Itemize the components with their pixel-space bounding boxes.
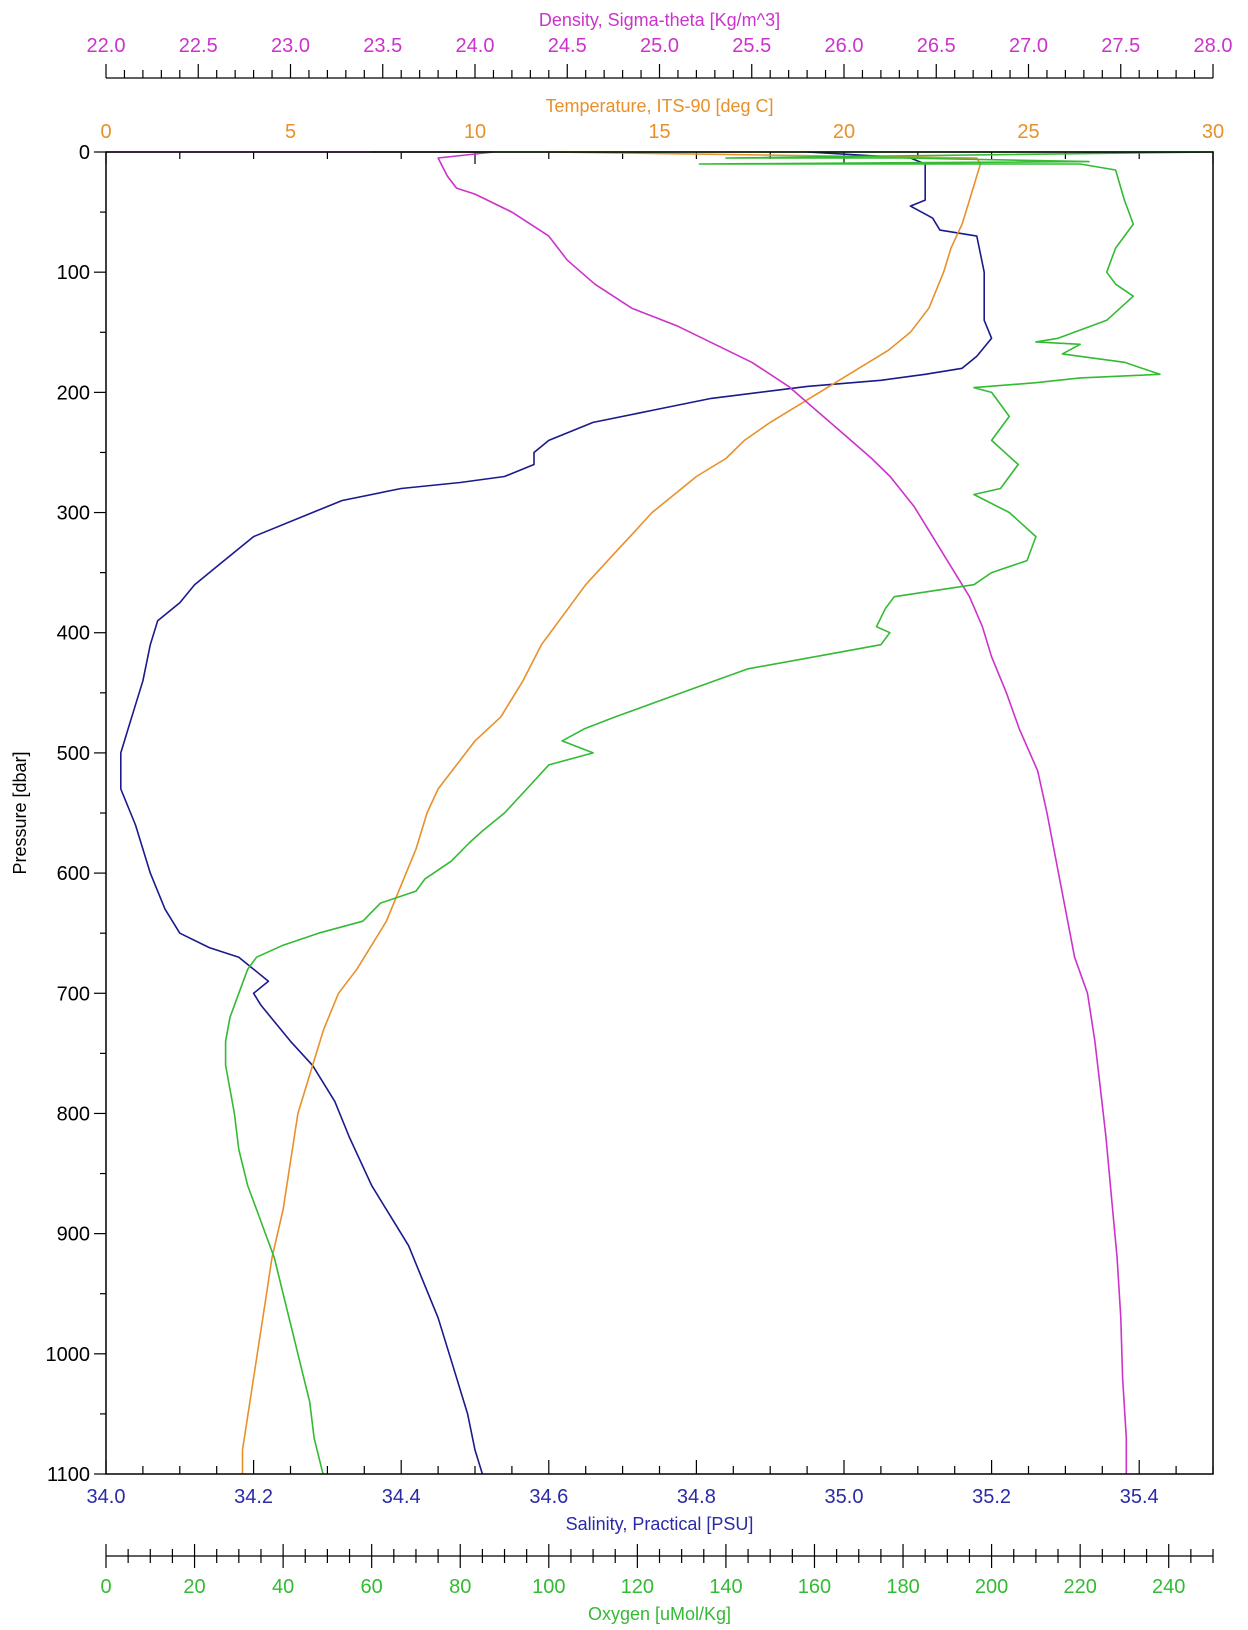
y-tick-label: 1000 — [46, 1344, 91, 1366]
oxygen-tick-label: 120 — [621, 1576, 654, 1598]
oxygen-tick-label: 200 — [975, 1576, 1008, 1598]
density-tick-label: 25.5 — [732, 35, 771, 57]
y-tick-label: 300 — [57, 503, 90, 525]
temperature-tick-label: 25 — [1017, 121, 1039, 143]
oxygen-tick-label: 140 — [709, 1576, 742, 1598]
density-tick-label: 25.0 — [640, 35, 679, 57]
density-tick-label: 24.0 — [456, 35, 495, 57]
oxygen-tick-label: 220 — [1063, 1576, 1096, 1598]
y-tick-label: 100 — [57, 262, 90, 284]
salinity-tick-label: 34.0 — [87, 1486, 126, 1508]
salinity-tick-label: 34.8 — [677, 1486, 716, 1508]
oxygen-axis-title: Oxygen [uMol/Kg] — [588, 1604, 731, 1624]
salinity-tick-label: 35.4 — [1120, 1486, 1159, 1508]
oxygen-tick-label: 80 — [449, 1576, 471, 1598]
series-layer — [106, 151, 1214, 1475]
oxygen-tick-label: 180 — [886, 1576, 919, 1598]
temperature-tick-label: 20 — [833, 121, 855, 143]
oxygen-tick-label: 20 — [183, 1576, 205, 1598]
salinity-tick-label: 34.4 — [382, 1486, 421, 1508]
density-tick-label: 22.5 — [179, 35, 218, 57]
y-tick-label: 1100 — [47, 1464, 90, 1486]
salinity-profile-line — [120, 151, 993, 1475]
oxygen-tick-label: 160 — [798, 1576, 831, 1598]
density-axis-title: Density, Sigma-theta [Kg/m^3] — [539, 10, 780, 30]
y-tick-label: 800 — [57, 1103, 90, 1125]
temperature-axis-title: Temperature, ITS-90 [deg C] — [545, 96, 773, 116]
oxygen-tick-label: 240 — [1152, 1576, 1185, 1598]
salinity-tick-label: 35.0 — [825, 1486, 864, 1508]
salinity-tick-label: 35.2 — [972, 1486, 1011, 1508]
oxygen-tick-label: 40 — [272, 1576, 294, 1598]
density-tick-label: 22.0 — [87, 35, 126, 57]
oxygen-profile-line — [224, 151, 1214, 1475]
density-tick-label: 26.5 — [917, 35, 956, 57]
density-tick-label: 26.0 — [825, 35, 864, 57]
oxygen-tick-label: 60 — [361, 1576, 383, 1598]
salinity-tick-label: 34.2 — [234, 1486, 273, 1508]
density-profile-line — [106, 151, 1128, 1474]
temperature-tick-label: 0 — [100, 121, 111, 143]
y-tick-label: 900 — [57, 1224, 90, 1246]
temperature-tick-label: 15 — [648, 121, 670, 143]
density-tick-label: 23.5 — [363, 35, 402, 57]
oxygen-tick-label: 100 — [532, 1576, 565, 1598]
density-tick-label: 27.5 — [1101, 35, 1140, 57]
y-tick-label: 500 — [57, 743, 90, 765]
plot-frame — [105, 151, 1214, 1475]
density-tick-label: 28.0 — [1194, 35, 1233, 57]
temperature-tick-label: 30 — [1202, 121, 1224, 143]
density-tick-label: 23.0 — [271, 35, 310, 57]
y-axis-title: Pressure [dbar] — [10, 751, 30, 874]
salinity-tick-label: 34.6 — [529, 1486, 568, 1508]
y-tick-label: 700 — [57, 983, 90, 1005]
salinity-axis-title: Salinity, Practical [PSU] — [566, 1514, 754, 1534]
temperature-tick-label: 5 — [285, 121, 296, 143]
y-tick-label: 600 — [57, 863, 90, 885]
axes-layer: 010020030040050060070080090010001100Pres… — [10, 10, 1232, 1624]
density-tick-label: 24.5 — [548, 35, 587, 57]
y-tick-label: 0 — [79, 142, 90, 164]
density-tick-label: 27.0 — [1009, 35, 1048, 57]
temperature-tick-label: 10 — [464, 121, 486, 143]
temperature-profile-line — [241, 151, 982, 1474]
y-tick-label: 400 — [57, 623, 90, 645]
oxygen-tick-label: 0 — [100, 1576, 111, 1598]
y-tick-label: 200 — [57, 382, 90, 404]
